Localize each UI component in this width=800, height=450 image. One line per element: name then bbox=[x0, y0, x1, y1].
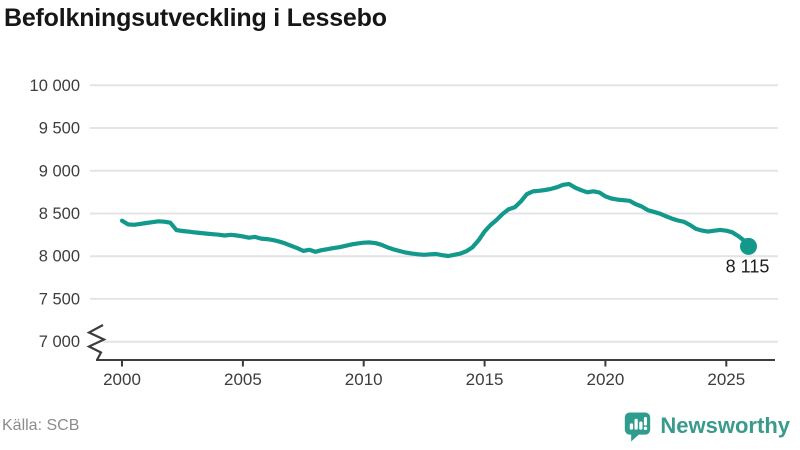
source-note: Källa: SCB bbox=[2, 417, 80, 434]
newsworthy-speech-bubble-chart-icon bbox=[625, 411, 651, 441]
x-tick-label: 2025 bbox=[707, 370, 745, 389]
latest-value-marker bbox=[740, 237, 757, 255]
population-line-chart: 10 000 9 500 9 000 8 500 8 000 7 500 7 000 2000… bbox=[30, 77, 778, 389]
x-tick-label: 2010 bbox=[345, 370, 383, 389]
x-tick-label: 2000 bbox=[103, 370, 141, 389]
y-tick-label: 7 000 bbox=[39, 333, 80, 351]
y-tick-label: 10 000 bbox=[30, 77, 80, 95]
x-tick-label: 2005 bbox=[224, 370, 262, 389]
x-tick-label: 2015 bbox=[466, 370, 504, 389]
y-tick-label: 9 500 bbox=[39, 120, 80, 138]
latest-value-label: 8 115 bbox=[726, 256, 770, 276]
axis-break-icon bbox=[86, 324, 107, 361]
population-line bbox=[119, 181, 751, 259]
y-tick-label: 7 500 bbox=[39, 290, 80, 308]
x-tick-label: 2020 bbox=[586, 370, 624, 389]
page-title: Befolkningsutveckling i Lessebo bbox=[4, 4, 387, 32]
brand-wordmark: Newsworthy bbox=[660, 413, 790, 438]
footer: Källa: SCB Newsworthy bbox=[0, 408, 800, 450]
newsworthy-logo: Newsworthy bbox=[623, 411, 790, 442]
y-tick-label: 8 500 bbox=[39, 205, 80, 223]
y-tick-label: 8 000 bbox=[39, 248, 80, 266]
y-tick-label: 9 000 bbox=[39, 162, 80, 180]
